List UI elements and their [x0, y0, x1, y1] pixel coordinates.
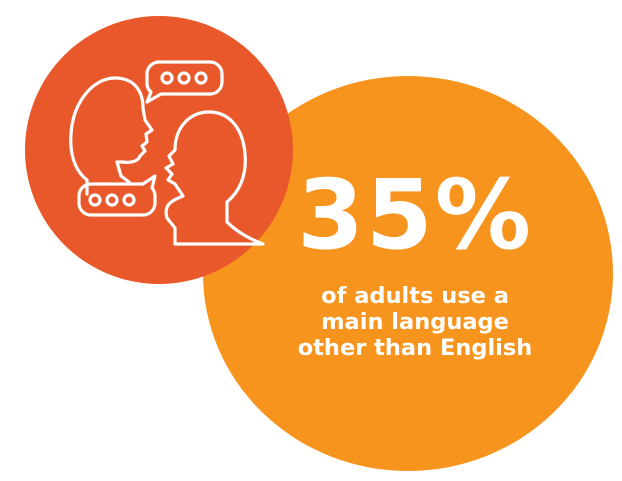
stat-caption: of adults use a main language other than…	[297, 283, 533, 361]
conversation-icon	[25, 16, 293, 284]
left-head-icon	[69, 76, 154, 196]
right-head-icon	[164, 110, 265, 246]
speech-bubble-bottom-icon	[77, 174, 157, 217]
stat-value: 35%	[297, 159, 533, 271]
stat-block: 35% of adults use a main language other …	[275, 165, 555, 361]
speech-bubble-top-icon	[145, 60, 224, 104]
